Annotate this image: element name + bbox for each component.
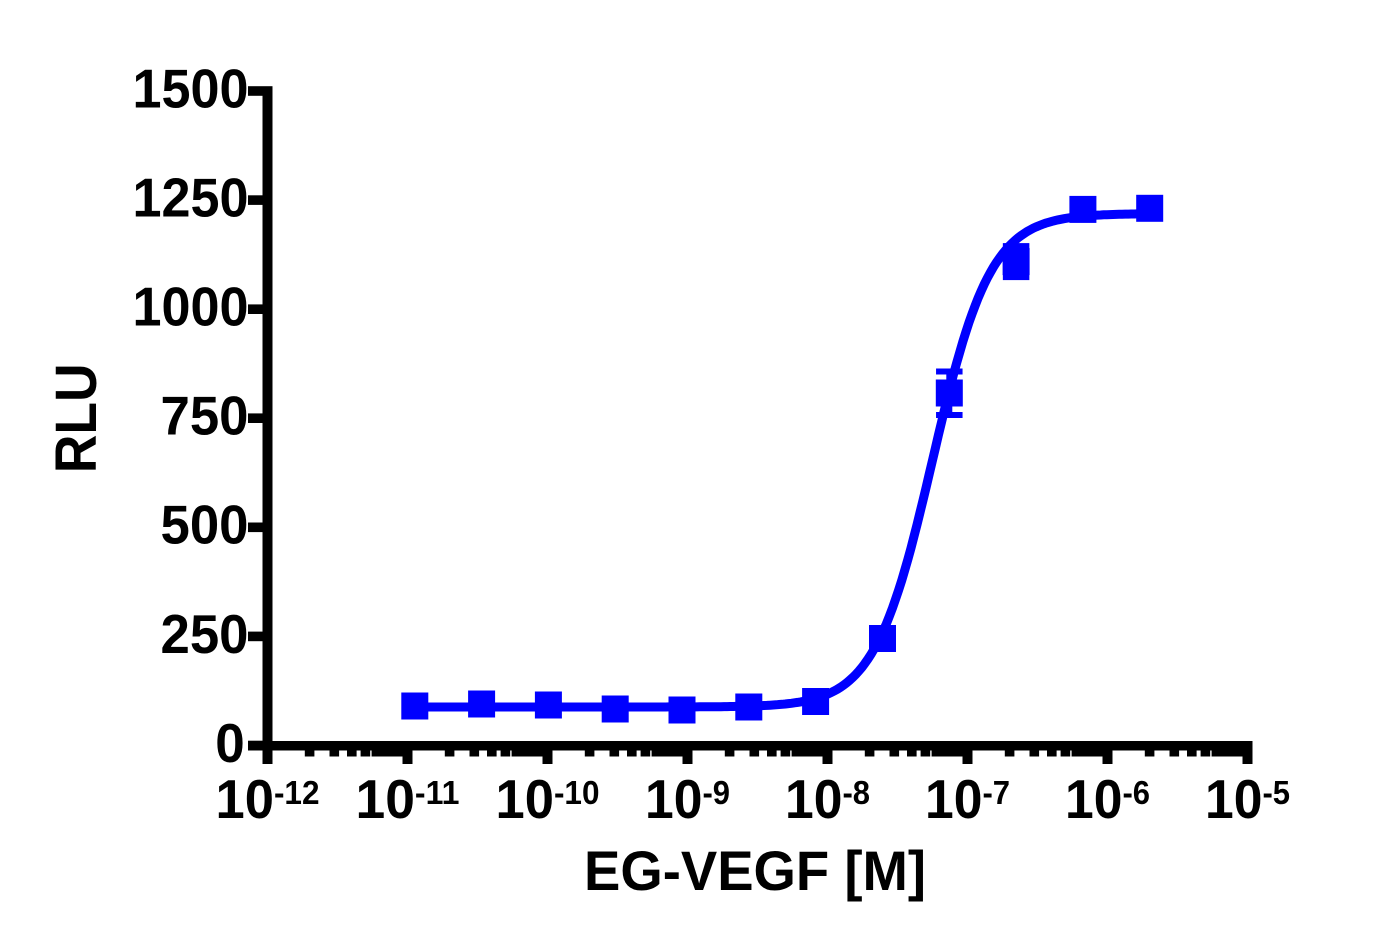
- svg-text:10-12: 10-12: [216, 768, 320, 830]
- svg-text:750: 750: [161, 385, 249, 447]
- svg-text:1000: 1000: [133, 276, 249, 338]
- svg-text:250: 250: [161, 603, 249, 665]
- svg-text:RLU: RLU: [44, 363, 109, 473]
- svg-text:500: 500: [161, 494, 249, 556]
- svg-text:1500: 1500: [133, 57, 249, 119]
- svg-text:0: 0: [215, 712, 245, 774]
- svg-text:EG-VEGF [M]: EG-VEGF [M]: [584, 839, 926, 902]
- svg-text:10-8: 10-8: [785, 768, 870, 830]
- svg-text:1250: 1250: [133, 167, 249, 229]
